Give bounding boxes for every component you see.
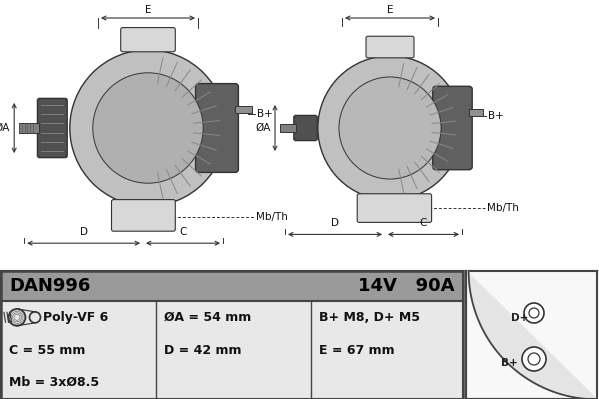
Polygon shape — [466, 271, 597, 399]
Bar — [466, 271, 597, 399]
Bar — [1, 271, 463, 399]
Text: 14V   90A: 14V 90A — [358, 277, 455, 295]
Bar — [1, 271, 463, 301]
Text: C: C — [179, 227, 187, 237]
Text: D: D — [80, 227, 87, 237]
Text: B+ M8, D+ M5: B+ M8, D+ M5 — [319, 311, 420, 324]
Bar — [280, 124, 296, 132]
Text: Mb = 3xØ8.5: Mb = 3xØ8.5 — [9, 376, 99, 389]
Text: E = 67 mm: E = 67 mm — [319, 344, 395, 356]
Bar — [19, 123, 40, 132]
Bar — [469, 109, 483, 116]
Bar — [235, 106, 252, 113]
Text: D+: D+ — [512, 313, 529, 323]
Text: B+: B+ — [257, 109, 273, 119]
Text: ØA: ØA — [256, 123, 271, 133]
Text: C: C — [420, 218, 427, 228]
FancyBboxPatch shape — [111, 200, 176, 231]
Text: Poly-VF 6: Poly-VF 6 — [43, 311, 108, 324]
Text: D = 42 mm: D = 42 mm — [164, 344, 241, 356]
Text: E: E — [387, 5, 394, 15]
Circle shape — [70, 50, 226, 206]
Circle shape — [522, 347, 546, 371]
Circle shape — [524, 303, 544, 323]
FancyBboxPatch shape — [357, 194, 432, 222]
Bar — [1, 301, 463, 399]
Text: E: E — [145, 5, 152, 15]
Circle shape — [339, 77, 441, 179]
Text: ØA: ØA — [0, 123, 10, 133]
FancyBboxPatch shape — [121, 28, 176, 52]
FancyBboxPatch shape — [432, 86, 472, 170]
FancyBboxPatch shape — [366, 36, 414, 58]
Circle shape — [529, 308, 539, 318]
Text: DENSO: DENSO — [353, 136, 446, 160]
Text: Mb/Th: Mb/Th — [256, 212, 288, 222]
Text: DAN996: DAN996 — [9, 277, 90, 295]
Circle shape — [528, 353, 540, 365]
Text: B+: B+ — [488, 111, 504, 121]
Text: C = 55 mm: C = 55 mm — [9, 344, 86, 356]
Text: DENSO: DENSO — [109, 136, 207, 160]
Circle shape — [93, 73, 203, 183]
Text: D: D — [331, 218, 339, 228]
FancyBboxPatch shape — [196, 84, 238, 172]
Text: B+: B+ — [501, 358, 518, 368]
Circle shape — [318, 56, 462, 200]
FancyBboxPatch shape — [294, 115, 317, 140]
FancyBboxPatch shape — [38, 99, 67, 158]
Text: Mb/Th: Mb/Th — [487, 203, 519, 213]
Text: ØA = 54 mm: ØA = 54 mm — [164, 311, 251, 324]
